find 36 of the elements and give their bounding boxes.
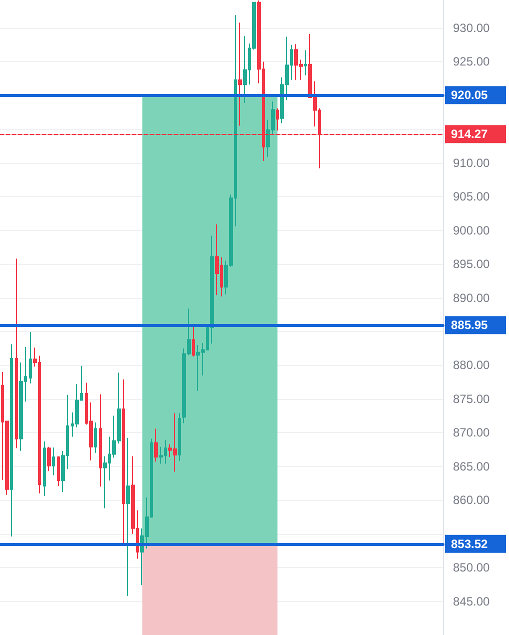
y-tick-label: 880.00: [453, 358, 490, 372]
y-tick-label: 875.00: [453, 392, 490, 406]
ref-line-label: 885.95: [451, 318, 488, 332]
candlestick: [215, 224, 219, 296]
candlestick: [243, 36, 247, 104]
y-tick-label: 865.00: [453, 459, 490, 474]
y-tick-label: 930.00: [453, 20, 490, 35]
candlestick: [126, 438, 130, 596]
y-tick-label: 925.00: [453, 54, 490, 69]
candlestick: [57, 456, 60, 486]
candlestick: [43, 440, 46, 497]
y-tick-label: 845.00: [453, 594, 490, 608]
y-tick-label: 900.00: [453, 223, 490, 238]
ref-line-label: 853.52: [451, 536, 488, 551]
y-tick-label: 850.00: [453, 560, 490, 575]
candlestick: [99, 394, 102, 488]
candlestick: [276, 108, 279, 132]
y-tick-label: 890.00: [453, 290, 490, 305]
candlestick: [52, 447, 55, 476]
candlestick: [304, 50, 307, 76]
y-tick-label: 860.00: [453, 493, 490, 508]
candlestick: [29, 332, 32, 384]
ref-line-label: 914.27: [451, 127, 488, 142]
ref-line-label: 920.05: [451, 88, 488, 102]
y-tick-label: 870.00: [453, 426, 490, 440]
candlestick: [192, 326, 195, 357]
candlestick: [154, 428, 158, 462]
y-tick-label: 895.00: [453, 257, 490, 272]
candlestick: [94, 422, 97, 454]
y-tick-label: 905.00: [453, 190, 490, 204]
candlestick: [47, 446, 51, 472]
candlestick: [15, 258, 18, 449]
candlestick: [178, 412, 181, 462]
candlestick: [238, 22, 242, 126]
candlestick: [10, 344, 13, 538]
y-tick-label: 910.00: [453, 156, 490, 170]
